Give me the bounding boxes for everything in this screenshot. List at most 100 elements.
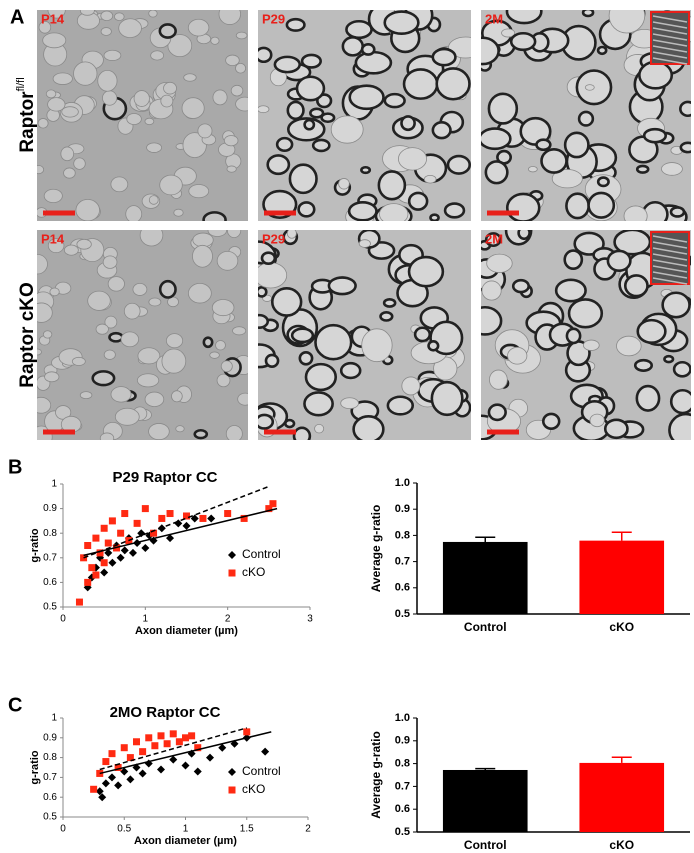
point	[141, 543, 150, 552]
axon	[102, 255, 118, 269]
micrograph	[37, 10, 248, 221]
axon	[577, 110, 595, 127]
axon	[197, 123, 213, 139]
error-bar	[611, 531, 632, 541]
axon	[148, 423, 170, 440]
panel-letter: B	[8, 456, 22, 478]
axon	[661, 291, 691, 319]
axon	[160, 94, 174, 108]
axon	[487, 92, 519, 125]
panel-letter: C	[8, 694, 22, 716]
point	[98, 793, 107, 802]
point	[194, 744, 202, 752]
error-bar	[611, 756, 632, 763]
point	[108, 750, 116, 758]
axon	[668, 412, 691, 440]
inset-lamella	[652, 241, 688, 249]
axon	[528, 166, 538, 173]
axon	[139, 230, 164, 247]
axon	[481, 127, 512, 151]
axon	[679, 100, 691, 118]
axon	[511, 278, 530, 294]
image-label: P29	[262, 11, 285, 26]
inset-lamella	[652, 271, 688, 279]
point	[206, 753, 214, 762]
axon	[146, 142, 163, 153]
point	[95, 787, 104, 796]
axon	[669, 206, 686, 218]
trend-line	[99, 731, 272, 775]
axon	[181, 97, 205, 119]
y-axis-label: Average g-ratio	[369, 505, 383, 593]
axon	[120, 331, 140, 348]
axon	[218, 10, 241, 25]
point	[90, 785, 98, 793]
axon	[264, 353, 280, 368]
y-axis-label: g-ratio	[29, 750, 41, 785]
axon	[114, 407, 140, 426]
axon	[288, 163, 318, 195]
axon	[427, 340, 440, 352]
y-tick-label: 0.6	[43, 792, 57, 803]
axon	[103, 49, 122, 61]
y-tick-label: 0.6	[395, 582, 410, 594]
axon	[52, 72, 73, 85]
axon	[360, 165, 372, 175]
x-tick-label: 0	[60, 824, 66, 835]
axon	[108, 331, 124, 343]
axon	[144, 117, 155, 126]
axon	[340, 397, 359, 410]
inset-lamella	[652, 21, 688, 29]
point	[240, 514, 248, 522]
axon	[563, 131, 590, 159]
inset	[650, 11, 690, 65]
axon	[509, 31, 537, 52]
axon	[237, 392, 248, 406]
inset-lamella	[652, 39, 688, 47]
axon	[102, 90, 118, 106]
x-tick-label: 0.5	[117, 824, 131, 835]
point	[157, 765, 165, 774]
axon	[63, 167, 76, 179]
axon	[38, 20, 52, 34]
point	[243, 728, 251, 736]
inset-lamella	[652, 33, 688, 41]
y-tick-label: 0.9	[43, 503, 57, 514]
x-tick-label: 3	[307, 614, 313, 625]
point	[163, 740, 171, 748]
axon	[216, 373, 231, 388]
axon	[286, 230, 297, 239]
axon	[159, 174, 183, 196]
point	[102, 758, 110, 766]
chart-title: 2MO Raptor CC	[110, 704, 221, 721]
point	[169, 730, 177, 738]
axon	[517, 230, 531, 241]
axon	[486, 253, 513, 273]
axon	[215, 340, 226, 351]
point	[121, 510, 129, 518]
axon	[192, 232, 214, 248]
axon	[71, 356, 86, 366]
axon	[230, 84, 244, 97]
axon	[91, 370, 116, 387]
axon	[275, 136, 294, 152]
legend-label: cKO	[242, 565, 265, 579]
legend-label: cKO	[242, 782, 265, 796]
axon	[300, 53, 322, 69]
axon	[207, 230, 228, 237]
point	[84, 542, 92, 549]
axon	[582, 339, 600, 351]
y-axis-label: Average g-ratio	[369, 731, 383, 819]
legend-marker	[228, 569, 236, 577]
micrograph	[258, 10, 471, 221]
axon	[232, 326, 247, 336]
point	[133, 738, 140, 746]
point	[88, 564, 96, 572]
axon	[587, 191, 616, 219]
point	[101, 779, 110, 788]
point	[188, 732, 196, 740]
x-tick-label: 1	[143, 614, 149, 625]
x-tick-label: 0	[60, 614, 66, 625]
error-bar	[475, 536, 496, 542]
